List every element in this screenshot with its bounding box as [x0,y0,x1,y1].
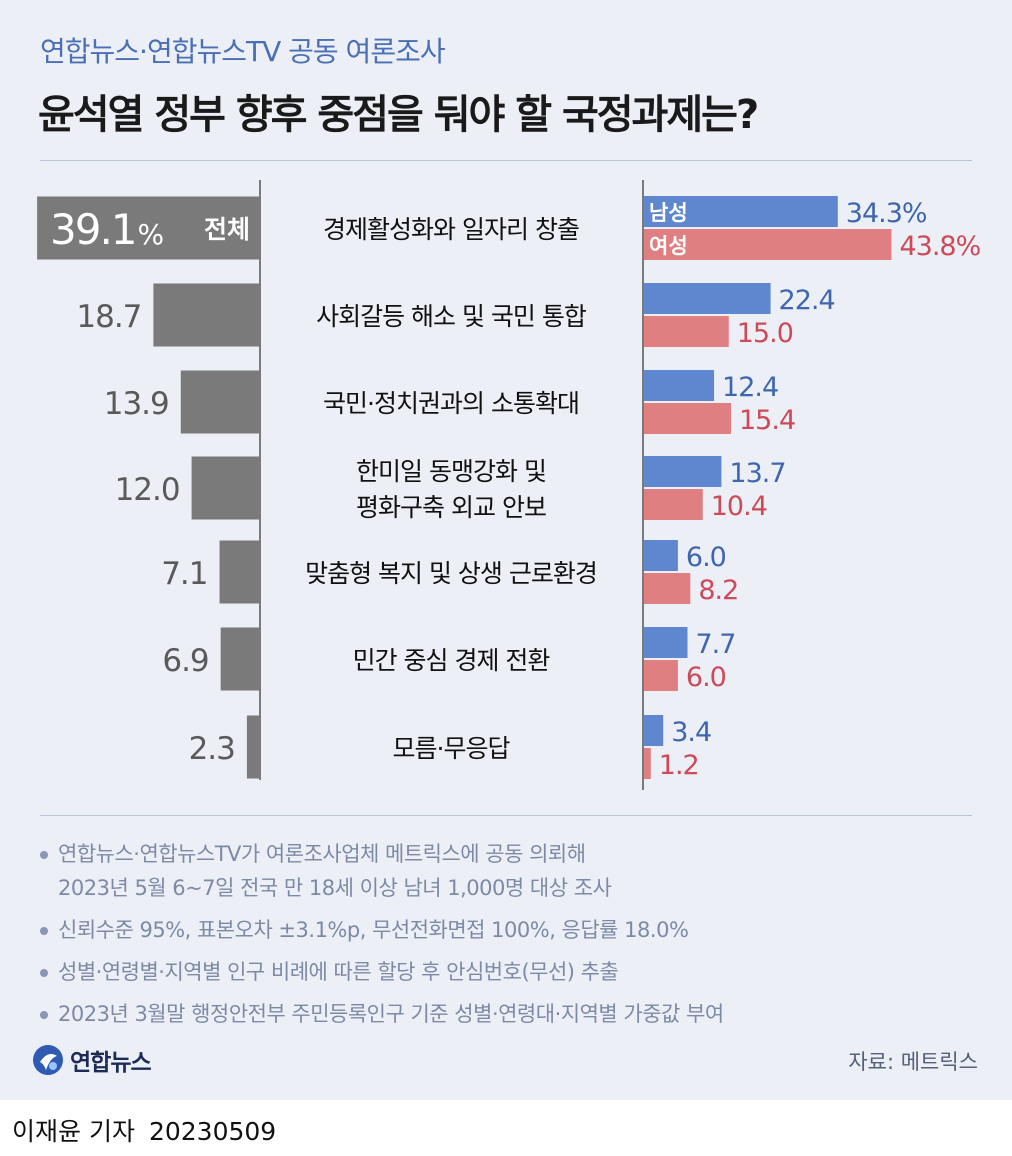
male-bar-6 [644,715,664,746]
female-value-label-3: 10.4 [711,491,767,522]
note-3: 성별·연령별·지역별 인구 비례에 따른 할당 후 안심번호(무선) 추출 [40,956,619,986]
category-label-2: 국민·정치권과의 소통확대 [323,389,579,418]
bullet-icon [40,927,48,935]
note-4-line-1: 2023년 3월말 행정안전부 주민등록인구 기준 성별·연령대·지역별 가중값… [58,1002,724,1026]
female-bar-6 [644,748,651,779]
note-2-line-1: 신뢰수준 95%, 표본오차 ±3.1%p, 무선전화면접 100%, 응답률 … [58,918,689,942]
total-bar-6 [246,715,260,779]
male-bar-1 [644,283,771,314]
female-bar-4 [644,573,691,604]
category-label-5: 민간 중심 경제 전환 [353,646,551,675]
note-1-line-2: 2023년 5월 6~7일 전국 만 18세 이상 남녀 1,000명 대상 조… [58,876,612,900]
total-bar-5 [220,627,260,691]
female-value-label-6: 1.2 [659,750,699,781]
category-label-3-1: 평화구축 외교 안보 [356,493,546,522]
male-bar-0 [644,196,838,227]
page-title: 윤석열 정부 향후 중점을 둬야 할 국정과제는? [38,92,759,138]
male-value-label-3: 13.7 [729,458,785,489]
total-bar-0 [37,196,260,260]
category-label-6: 모름·무응답 [393,734,511,763]
male-value-label-4: 6.0 [686,542,726,573]
total-bar-1 [153,283,260,347]
total-bar-2 [180,370,260,434]
note-1-line-1: 연합뉴스·연합뉴스TV가 여론조사업체 메트릭스에 공동 의뢰해 [58,842,586,866]
category-label-0: 경제활성화와 일자리 창출 [323,215,579,244]
male-value-label-2: 12.4 [722,372,778,403]
total-value-label-6: 2.3 [189,731,235,767]
female-bar-0 [644,229,892,260]
reporter-name: 이재윤 기자 [12,1117,135,1146]
category-label-1: 사회갈등 해소 및 국민 통합 [316,302,587,331]
note-2: 신뢰수준 95%, 표본오차 ±3.1%p, 무선전화면접 100%, 응답률 … [40,914,689,944]
total-value-label-0: 39.1% [50,205,164,254]
male-series-label: 남성 [649,201,688,225]
publish-date: 20230509 [148,1117,277,1146]
female-value-label-5: 6.0 [686,662,726,693]
male-bar-2 [644,370,715,401]
total-value-label-5: 6.9 [162,643,208,679]
male-value-label-0: 34.3% [846,198,927,229]
male-value-label-6: 3.4 [671,717,711,748]
bullet-icon [40,969,48,977]
male-value-label-1: 22.4 [779,285,835,316]
female-bar-1 [644,316,729,347]
female-value-label-2: 15.4 [739,405,795,436]
bullet-icon [40,1011,48,1019]
source-credit: 자료: 메트릭스 [848,1050,978,1074]
female-bar-2 [644,403,732,434]
note-1: 연합뉴스·연합뉴스TV가 여론조사업체 메트릭스에 공동 의뢰해 [40,838,586,868]
total-bar-4 [219,540,260,604]
male-value-label-5: 7.7 [696,629,736,660]
bullet-icon [40,851,48,859]
female-value-label-0: 43.8% [899,231,980,262]
top-divider [40,160,972,161]
logo-text: 연합뉴스 [70,1050,152,1076]
male-bar-3 [644,456,722,487]
total-value-label-3: 12.0 [115,472,180,508]
female-value-label-4: 8.2 [698,575,738,606]
female-bar-5 [644,660,678,691]
total-value-label-2: 13.9 [104,386,169,422]
yonhap-logo-icon [33,1045,63,1075]
category-label-4: 맞춤형 복지 및 상생 근로환경 [305,559,597,588]
total-bar-3 [191,456,260,520]
male-bar-5 [644,627,688,658]
female-series-label: 여성 [649,234,688,258]
infographic-card: 연합뉴스·연합뉴스TV 공동 여론조사 윤석열 정부 향후 중점을 둬야 할 국… [0,0,1012,1100]
survey-subtitle: 연합뉴스·연합뉴스TV 공동 여론조사 [40,35,446,68]
female-value-label-1: 15.0 [737,318,793,349]
category-label-3-0: 한미일 동맹강화 및 [356,457,546,486]
note-4: 2023년 3월말 행정안전부 주민등록인구 기준 성별·연령대·지역별 가중값… [40,998,724,1028]
note-1-cont: 2023년 5월 6~7일 전국 만 18세 이상 남녀 1,000명 대상 조… [58,872,612,902]
male-bar-4 [644,540,678,571]
female-bar-3 [644,489,703,520]
bar-chart: 39.1% 전체 경제활성화와 일자리 창출 34.3% 남성 43.8% 여성 18.7 사회… [37,180,982,790]
bottom-divider [40,815,972,816]
byline: 이재윤 기자 20230509 [12,1112,276,1148]
yonhap-logo: 연합뉴스 [32,1040,152,1080]
note-3-line-1: 성별·연령별·지역별 인구 비례에 따른 할당 후 안심번호(무선) 추출 [58,960,619,984]
total-inline-label: 전체 [204,215,250,244]
total-value-label-4: 7.1 [161,556,207,592]
total-value-label-1: 18.7 [76,299,141,335]
